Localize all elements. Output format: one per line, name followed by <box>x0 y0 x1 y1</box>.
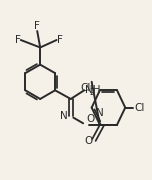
Text: O: O <box>84 136 92 146</box>
Text: F: F <box>15 35 21 45</box>
Text: Cl: Cl <box>81 83 91 93</box>
Text: 2: 2 <box>90 88 95 97</box>
Text: O: O <box>86 114 95 124</box>
Text: F: F <box>57 35 62 45</box>
Text: N: N <box>96 108 104 118</box>
Text: F: F <box>34 21 40 31</box>
Text: Cl: Cl <box>134 103 145 113</box>
Text: NH: NH <box>85 85 101 95</box>
Text: N: N <box>60 111 68 121</box>
